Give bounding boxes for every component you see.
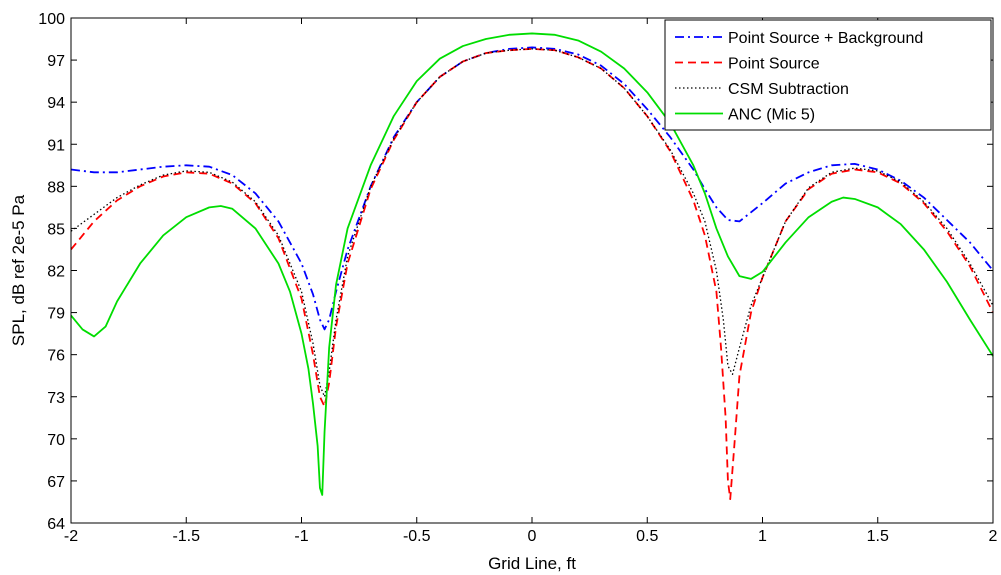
series-line-4	[70, 32, 994, 496]
series-line-1	[70, 46, 994, 331]
x-tick-label: -1	[294, 528, 308, 545]
legend: Point Source + Background Point Source CSM…	[664, 19, 992, 131]
y-tick-label: 97	[47, 53, 65, 70]
y-tick-label: 88	[47, 179, 65, 196]
y-tick-label: 64	[47, 516, 65, 533]
y-tick-label: 79	[47, 306, 65, 323]
y-tick-label: 73	[47, 390, 65, 407]
x-tick-label: -0.5	[403, 528, 431, 545]
legend-label: Point Source	[728, 56, 820, 73]
x-tick-label: 1.5	[867, 528, 889, 545]
legend-label: ANC (Mic 5)	[728, 107, 815, 124]
y-tick-label: 91	[47, 137, 65, 154]
y-tick-label: 85	[47, 221, 65, 238]
y-axis-label: SPL, dB ref 2e-5 Pa	[9, 194, 28, 346]
x-tick-label: -2	[64, 528, 78, 545]
x-tick-label: 0.5	[636, 528, 658, 545]
x-axis-label: Grid Line, ft	[488, 554, 576, 573]
y-tick-label: 94	[47, 95, 65, 112]
legend-label: Point Source + Background	[728, 30, 923, 47]
series-layer	[70, 32, 994, 501]
ticks-layer: -2 -1.5 -1 -0.5 0 0.5 1 1.5 2 64 67 70 73 76 79 82 85 88 9…	[38, 11, 997, 545]
legend-label: CSM Subtraction	[728, 81, 849, 98]
y-tick-label: 70	[47, 432, 65, 449]
y-tick-label: 82	[47, 264, 65, 281]
x-tick-label: 1	[758, 528, 767, 545]
y-tick-label: 67	[47, 474, 65, 491]
y-tick-label: 100	[38, 11, 65, 28]
x-tick-label: -1.5	[172, 528, 200, 545]
legend-box	[664, 19, 992, 131]
series-line-2	[70, 47, 994, 501]
x-tick-label: 2	[989, 528, 998, 545]
x-tick-label: 0	[528, 528, 537, 545]
series-line-3	[70, 48, 994, 398]
y-tick-label: 76	[47, 348, 65, 365]
